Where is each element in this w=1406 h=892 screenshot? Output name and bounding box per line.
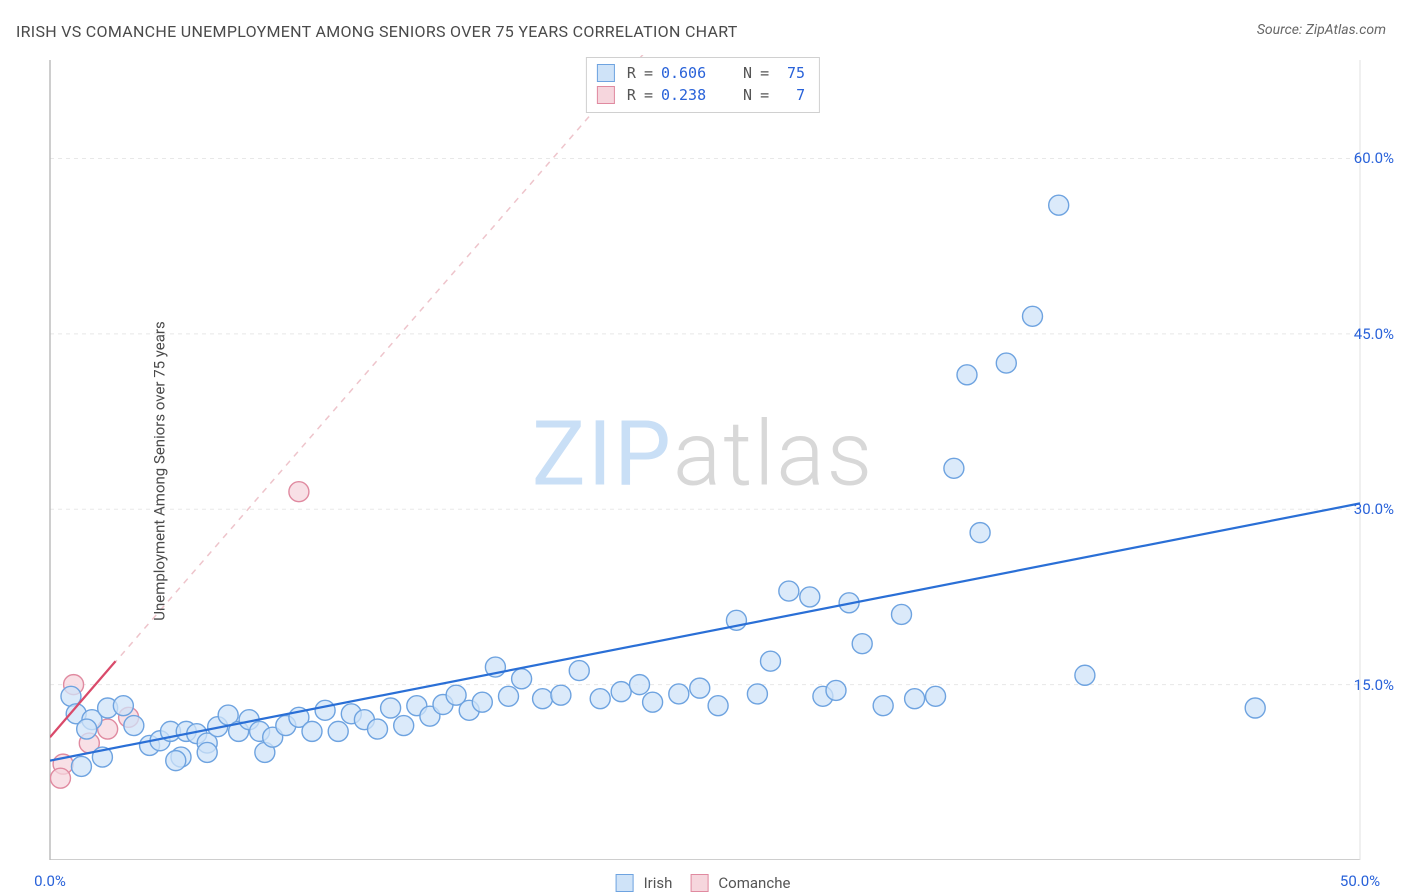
legend-swatch: [616, 874, 634, 892]
scatter-plot-svg: [0, 50, 1406, 860]
x-tick-label: 0.0%: [34, 872, 66, 890]
legend-row: R=0.606 N=75: [597, 62, 805, 84]
x-tick-label: 50.0%: [1340, 872, 1380, 890]
chart-title: IRISH VS COMANCHE UNEMPLOYMENT AMONG SEN…: [16, 22, 738, 41]
chart-area: Unemployment Among Seniors over 75 years…: [0, 50, 1406, 892]
series-label: Irish: [644, 874, 673, 892]
y-tick-label: 45.0%: [1354, 325, 1394, 343]
series-legend: Irish Comanche: [616, 874, 791, 892]
correlation-legend: R=0.606 N=75R=0.238 N=7: [586, 57, 820, 113]
y-axis-label: Unemployment Among Seniors over 75 years: [151, 321, 169, 620]
legend-row: R=0.238 N=7: [597, 84, 805, 106]
source-attribution: Source: ZipAtlas.com: [1257, 22, 1386, 38]
y-tick-label: 15.0%: [1354, 676, 1394, 694]
legend-swatch: [690, 874, 708, 892]
legend-swatch: [597, 64, 615, 82]
y-tick-label: 30.0%: [1354, 500, 1394, 518]
series-legend-item: Irish: [616, 874, 673, 892]
chart-container: IRISH VS COMANCHE UNEMPLOYMENT AMONG SEN…: [0, 0, 1406, 892]
series-label: Comanche: [718, 874, 790, 892]
y-tick-label: 60.0%: [1354, 149, 1394, 167]
series-legend-item: Comanche: [690, 874, 790, 892]
legend-swatch: [597, 86, 615, 104]
